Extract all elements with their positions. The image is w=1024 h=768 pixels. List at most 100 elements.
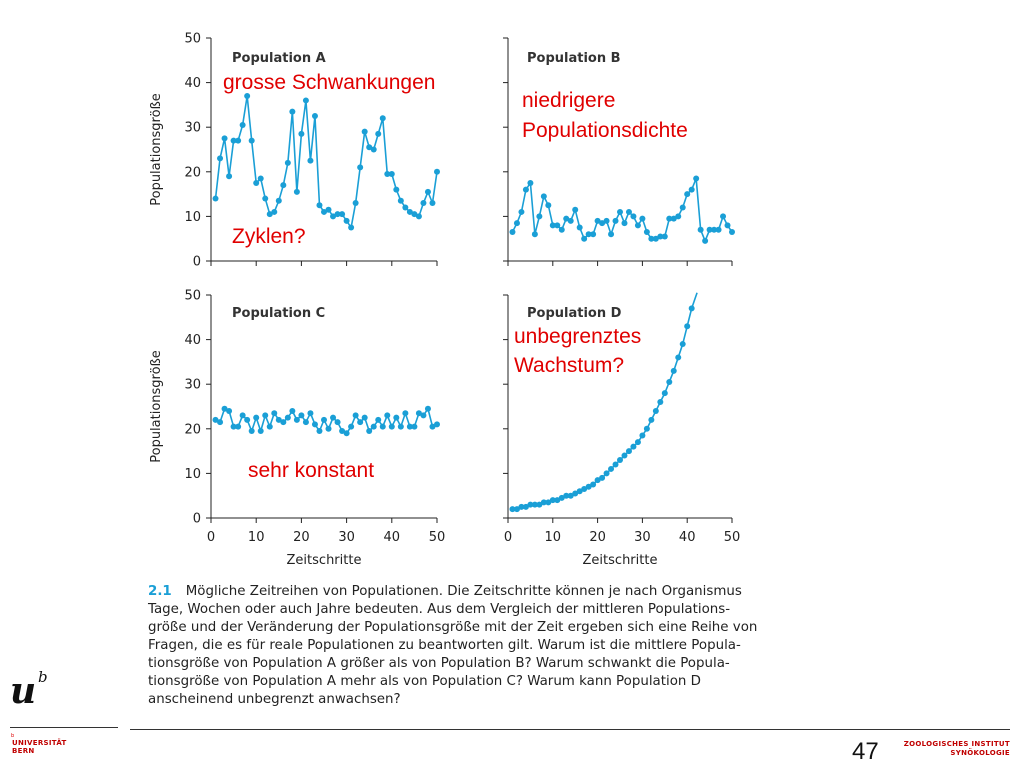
data-point xyxy=(348,224,355,231)
data-point xyxy=(563,215,570,222)
data-point xyxy=(366,428,373,435)
data-point xyxy=(244,92,251,99)
university-logo: u xyxy=(10,670,37,712)
data-point xyxy=(271,410,278,417)
data-point xyxy=(293,416,300,423)
data-point xyxy=(536,213,543,220)
data-point xyxy=(253,179,260,186)
x-tick-label: 0 xyxy=(504,530,512,545)
data-point xyxy=(634,222,641,229)
data-point xyxy=(706,226,713,233)
data-point xyxy=(527,501,534,508)
y-tick-label: 0 xyxy=(193,255,201,270)
data-point xyxy=(545,499,552,506)
data-point xyxy=(253,414,260,421)
data-point xyxy=(307,157,314,164)
chart-panel-3: 0 10 20 30 40 50 0 10 20 30 40 50 Zeitschritte Popula… xyxy=(149,289,445,569)
data-point xyxy=(257,428,264,435)
data-point xyxy=(321,416,327,423)
data-point xyxy=(599,474,606,481)
university-name-superscript: b xyxy=(11,733,15,739)
y-tick-label: 40 xyxy=(184,333,201,348)
data-point xyxy=(384,171,391,178)
data-point xyxy=(271,208,278,215)
university-name-line-2: BERN xyxy=(12,747,35,755)
university-divider xyxy=(10,727,118,728)
data-point xyxy=(293,188,300,195)
page-number: 47 xyxy=(852,738,879,765)
data-point xyxy=(643,425,650,432)
data-point xyxy=(666,378,673,385)
data-point xyxy=(388,171,395,178)
y-tick-label: 50 xyxy=(184,289,201,304)
data-point xyxy=(393,414,400,421)
x-tick-label: 40 xyxy=(384,530,401,545)
data-point xyxy=(558,226,565,233)
data-point xyxy=(567,492,574,499)
data-point xyxy=(239,412,246,419)
data-point xyxy=(266,211,273,218)
data-point xyxy=(420,412,427,419)
data-point xyxy=(420,200,427,207)
data-point xyxy=(522,503,529,510)
data-point xyxy=(424,405,431,412)
data-point xyxy=(230,137,237,144)
data-point xyxy=(397,197,404,204)
data-point xyxy=(576,488,583,495)
data-point xyxy=(509,229,516,236)
data-point xyxy=(221,135,228,142)
data-point xyxy=(348,423,355,430)
data-point xyxy=(302,419,309,426)
data-point xyxy=(585,483,592,490)
data-point xyxy=(339,428,346,435)
data-point xyxy=(302,97,309,104)
caption-line-3: größe und der Veränderung der Population… xyxy=(148,620,758,635)
data-point xyxy=(612,217,619,224)
y-tick-label: 50 xyxy=(184,32,201,47)
data-point xyxy=(298,412,305,419)
data-point xyxy=(666,215,673,222)
data-point xyxy=(594,477,601,484)
data-point xyxy=(429,200,436,207)
data-point xyxy=(612,461,619,468)
figure-number: 2.1 xyxy=(148,584,172,599)
data-point xyxy=(545,202,552,209)
data-point xyxy=(729,229,735,236)
data-point xyxy=(352,200,359,207)
chart-title: Population D xyxy=(527,306,622,321)
data-point xyxy=(366,144,373,151)
data-point xyxy=(325,206,332,213)
data-point xyxy=(388,423,395,430)
data-point xyxy=(634,439,641,446)
data-point xyxy=(311,113,318,120)
data-point xyxy=(590,481,597,488)
data-point xyxy=(280,182,287,189)
data-point xyxy=(343,217,350,224)
data-point xyxy=(630,443,637,450)
x-tick-label: 50 xyxy=(724,530,741,545)
data-point xyxy=(434,168,440,175)
data-point xyxy=(670,215,677,222)
caption-line-6: tionsgröße von Population A mehr als von… xyxy=(148,674,701,689)
population-charts-figure: 0 10 20 30 40 50 Populationsgröße Population A g… xyxy=(149,32,741,569)
data-point xyxy=(339,211,346,218)
data-point xyxy=(522,186,529,193)
y-tick-label: 40 xyxy=(184,76,201,91)
data-point xyxy=(661,233,668,240)
data-point xyxy=(248,137,255,144)
data-point xyxy=(652,235,659,242)
data-point xyxy=(518,208,525,215)
x-tick-label: 10 xyxy=(248,530,265,545)
data-point xyxy=(325,425,332,432)
data-point xyxy=(334,419,341,426)
data-point xyxy=(603,217,610,224)
data-point xyxy=(630,213,637,220)
data-point xyxy=(617,457,623,464)
data-point xyxy=(239,121,246,128)
data-point xyxy=(675,354,682,361)
data-point xyxy=(397,423,404,430)
data-point xyxy=(212,416,219,423)
data-point xyxy=(527,179,534,186)
data-point xyxy=(509,506,516,513)
data-point xyxy=(248,428,255,435)
